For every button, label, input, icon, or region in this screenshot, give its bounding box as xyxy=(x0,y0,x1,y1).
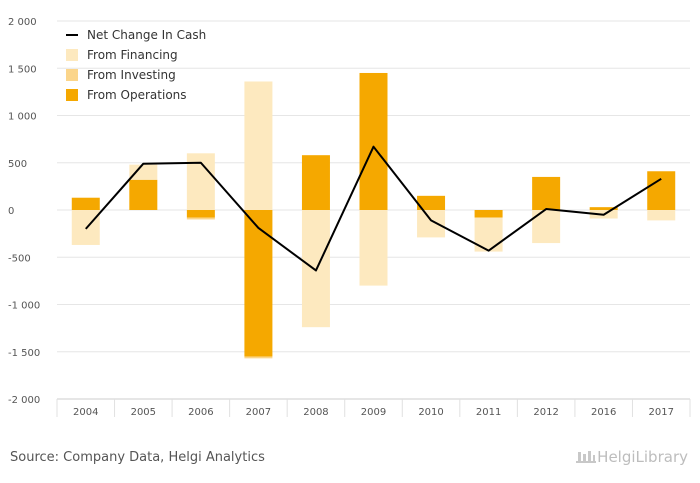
bar-from-financing xyxy=(417,210,446,238)
bar-from-operations xyxy=(244,210,273,357)
brand-logo: HelgiLibrary xyxy=(575,448,688,466)
y-tick-label: -2 000 xyxy=(8,395,40,406)
legend-label: From Investing xyxy=(87,68,176,82)
y-tick-label: 1 000 xyxy=(8,112,37,123)
bar-from-operations xyxy=(186,210,215,218)
source-note: Source: Company Data, Helgi Analytics xyxy=(10,450,265,465)
x-tick-label: 2017 xyxy=(649,407,674,418)
legend-swatch xyxy=(66,49,78,61)
y-tick-label: 0 xyxy=(8,206,14,217)
y-tick-label: -500 xyxy=(8,253,31,264)
x-tick-label: 2009 xyxy=(361,407,386,418)
brand-name: HelgiLibrary xyxy=(597,448,688,466)
legend-swatch xyxy=(66,69,78,81)
legend-label: From Financing xyxy=(87,48,178,62)
bar-from-operations xyxy=(417,195,446,210)
x-tick-label: 2012 xyxy=(533,407,558,418)
y-tick-label: -1 000 xyxy=(8,301,40,312)
legend-label: From Operations xyxy=(87,88,187,102)
bars-layer xyxy=(71,72,676,359)
bar-from-investing xyxy=(244,356,273,359)
bar-from-operations xyxy=(71,197,100,210)
x-tick-label: 2016 xyxy=(591,407,616,418)
chart-canvas: 2 000 1 500 1 000 500 0 -500 -1 000 -1 500 -2 00… xyxy=(8,17,691,418)
x-tick-label: 2005 xyxy=(131,407,156,418)
x-tick-label: 2007 xyxy=(246,407,271,418)
x-tick-label: 2011 xyxy=(476,407,501,418)
net-change-line-layer xyxy=(85,145,662,272)
bar-from-operations xyxy=(647,171,676,210)
bar-from-financing xyxy=(359,210,388,286)
x-tick-label: 2008 xyxy=(303,407,328,418)
bar-from-investing xyxy=(186,217,215,220)
y-axis: 2 000 1 500 1 000 500 0 -500 -1 000 -1 500 -2 00… xyxy=(8,17,40,406)
bar-from-financing xyxy=(647,210,676,221)
x-axis: 2004 2005 2006 2007 2008 2009 2010 2011 2012 2016… xyxy=(56,398,691,418)
bar-from-operations xyxy=(532,176,561,210)
library-icon xyxy=(576,451,597,463)
x-tick-label: 2010 xyxy=(418,407,443,418)
bar-from-operations xyxy=(129,179,158,210)
bar-from-operations xyxy=(301,155,330,210)
y-tick-label: 500 xyxy=(8,159,27,170)
y-tick-label: 1 500 xyxy=(8,64,37,75)
y-tick-label: 2 000 xyxy=(8,17,37,28)
bar-from-financing xyxy=(129,164,158,180)
x-tick-label: 2004 xyxy=(73,407,98,418)
series-line-net-change-in-cash xyxy=(85,145,662,272)
bar-from-operations xyxy=(589,207,618,210)
bar-from-financing xyxy=(244,81,273,210)
legend-label: Net Change In Cash xyxy=(87,28,206,42)
bar-from-operations xyxy=(359,72,388,210)
y-tick-label: -1 500 xyxy=(8,348,40,359)
x-tick-label: 2006 xyxy=(188,407,213,418)
legend: Net Change In Cash From Financing From Inv… xyxy=(66,28,206,102)
legend-swatch xyxy=(66,89,78,101)
bar-from-operations xyxy=(474,210,503,218)
